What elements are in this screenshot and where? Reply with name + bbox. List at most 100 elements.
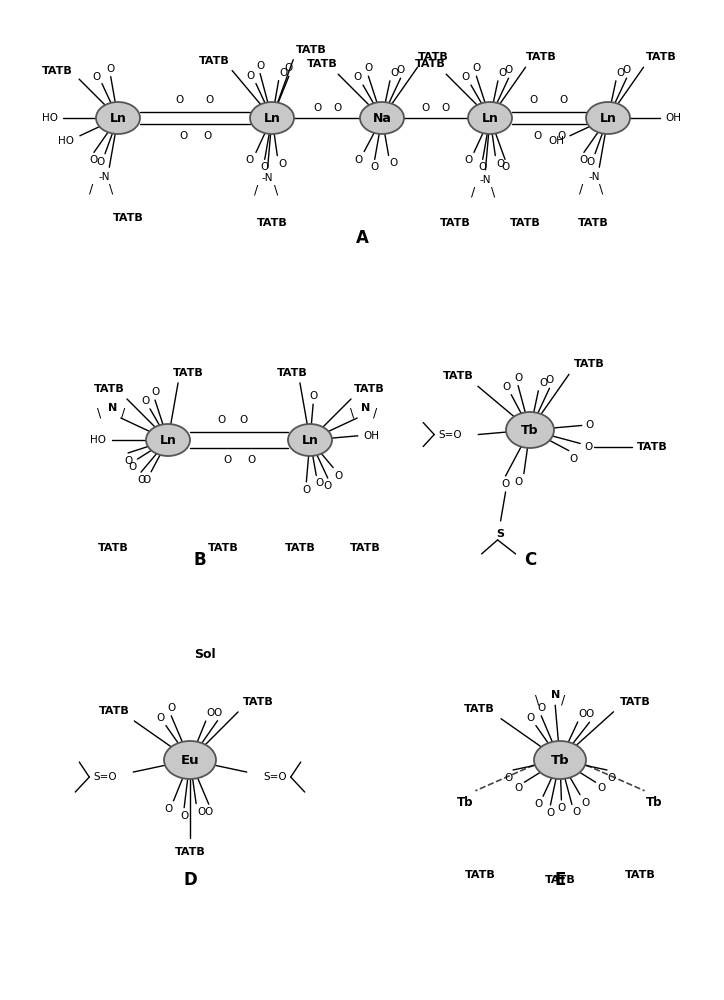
Text: Ln: Ln: [159, 434, 177, 446]
Text: O: O: [597, 783, 606, 793]
Text: OH: OH: [665, 113, 681, 123]
Text: O: O: [179, 131, 187, 141]
Text: TATB: TATB: [442, 371, 473, 381]
Text: TATB: TATB: [350, 543, 380, 553]
Text: O: O: [422, 103, 430, 113]
Text: TATB: TATB: [465, 870, 495, 880]
Text: O: O: [128, 462, 137, 472]
Text: TATB: TATB: [42, 66, 72, 76]
Text: O: O: [261, 162, 269, 172]
Text: O: O: [93, 72, 101, 82]
Text: TATB: TATB: [578, 218, 608, 228]
Text: O: O: [504, 773, 512, 783]
Text: O: O: [539, 378, 547, 388]
Ellipse shape: [146, 424, 190, 456]
Ellipse shape: [468, 102, 512, 134]
Text: O: O: [547, 808, 555, 818]
Text: O: O: [570, 454, 578, 464]
Text: TATB: TATB: [544, 875, 576, 885]
Text: O: O: [246, 155, 254, 165]
Text: O: O: [206, 708, 215, 718]
Text: TATB: TATB: [353, 384, 384, 394]
Text: O: O: [256, 61, 264, 71]
Text: TATB: TATB: [647, 52, 677, 62]
Text: -N: -N: [262, 173, 274, 183]
Text: Tb: Tb: [551, 754, 569, 766]
Text: TATB: TATB: [625, 870, 655, 880]
Text: TATB: TATB: [93, 384, 125, 394]
Text: Tb: Tb: [647, 796, 663, 809]
Text: HO: HO: [90, 435, 106, 445]
Text: O: O: [247, 455, 255, 465]
Text: O: O: [573, 807, 581, 817]
Text: S: S: [497, 529, 505, 539]
Text: O: O: [157, 713, 165, 723]
Text: O: O: [364, 63, 373, 73]
Text: TATB: TATB: [256, 218, 287, 228]
Text: /: /: [373, 407, 377, 420]
Text: S=O: S=O: [439, 430, 462, 440]
Text: O: O: [560, 95, 568, 105]
Text: TATB: TATB: [113, 213, 143, 223]
Ellipse shape: [534, 741, 586, 779]
Text: O: O: [527, 713, 535, 723]
Text: O: O: [391, 68, 399, 78]
Ellipse shape: [288, 424, 332, 456]
Text: E: E: [555, 871, 565, 889]
Text: O: O: [285, 63, 293, 73]
Text: O: O: [530, 95, 538, 105]
Text: TATB: TATB: [199, 56, 230, 66]
Text: O: O: [137, 475, 145, 485]
Ellipse shape: [360, 102, 404, 134]
Text: O: O: [240, 415, 248, 425]
Text: Sol: Sol: [194, 648, 216, 662]
Text: \: \: [535, 694, 539, 707]
Text: TATB: TATB: [98, 543, 128, 553]
Text: O: O: [334, 471, 342, 481]
Text: O: O: [141, 396, 149, 406]
Text: \: \: [274, 183, 278, 196]
Text: O: O: [580, 155, 588, 165]
Text: Ln: Ln: [599, 111, 616, 124]
Text: O: O: [324, 481, 332, 491]
Text: O: O: [557, 803, 565, 813]
Text: TATB: TATB: [573, 359, 605, 369]
Text: /: /: [561, 694, 565, 707]
Text: TATB: TATB: [637, 442, 668, 452]
Text: OH: OH: [548, 136, 564, 146]
Text: O: O: [623, 65, 631, 75]
Text: O: O: [584, 442, 592, 452]
Text: TATB: TATB: [174, 847, 206, 857]
Text: O: O: [505, 65, 513, 75]
Text: O: O: [106, 64, 115, 74]
Text: Na: Na: [373, 111, 392, 124]
Text: B: B: [194, 551, 206, 569]
Text: TATB: TATB: [418, 52, 449, 62]
Text: O: O: [151, 387, 159, 397]
Text: O: O: [397, 65, 405, 75]
Text: OH: OH: [364, 431, 380, 441]
Text: /: /: [253, 183, 258, 196]
Text: TATB: TATB: [296, 45, 327, 55]
Ellipse shape: [164, 741, 216, 779]
Text: O: O: [472, 63, 481, 73]
Text: O: O: [279, 68, 287, 78]
Text: TATB: TATB: [439, 218, 471, 228]
Text: O: O: [557, 131, 565, 141]
Text: HO: HO: [42, 113, 58, 123]
Text: O: O: [534, 799, 542, 809]
Text: O: O: [206, 95, 214, 105]
Text: O: O: [302, 485, 311, 495]
Text: TATB: TATB: [277, 368, 307, 378]
Text: O: O: [315, 478, 324, 488]
Text: Ln: Ln: [302, 434, 319, 446]
Text: O: O: [586, 709, 594, 719]
Text: O: O: [462, 72, 470, 82]
Text: O: O: [582, 798, 590, 808]
Text: O: O: [214, 708, 222, 718]
Text: N: N: [361, 403, 370, 413]
Text: O: O: [203, 131, 211, 141]
Text: TATB: TATB: [173, 368, 203, 378]
Text: O: O: [479, 162, 487, 172]
Text: O: O: [502, 479, 510, 489]
